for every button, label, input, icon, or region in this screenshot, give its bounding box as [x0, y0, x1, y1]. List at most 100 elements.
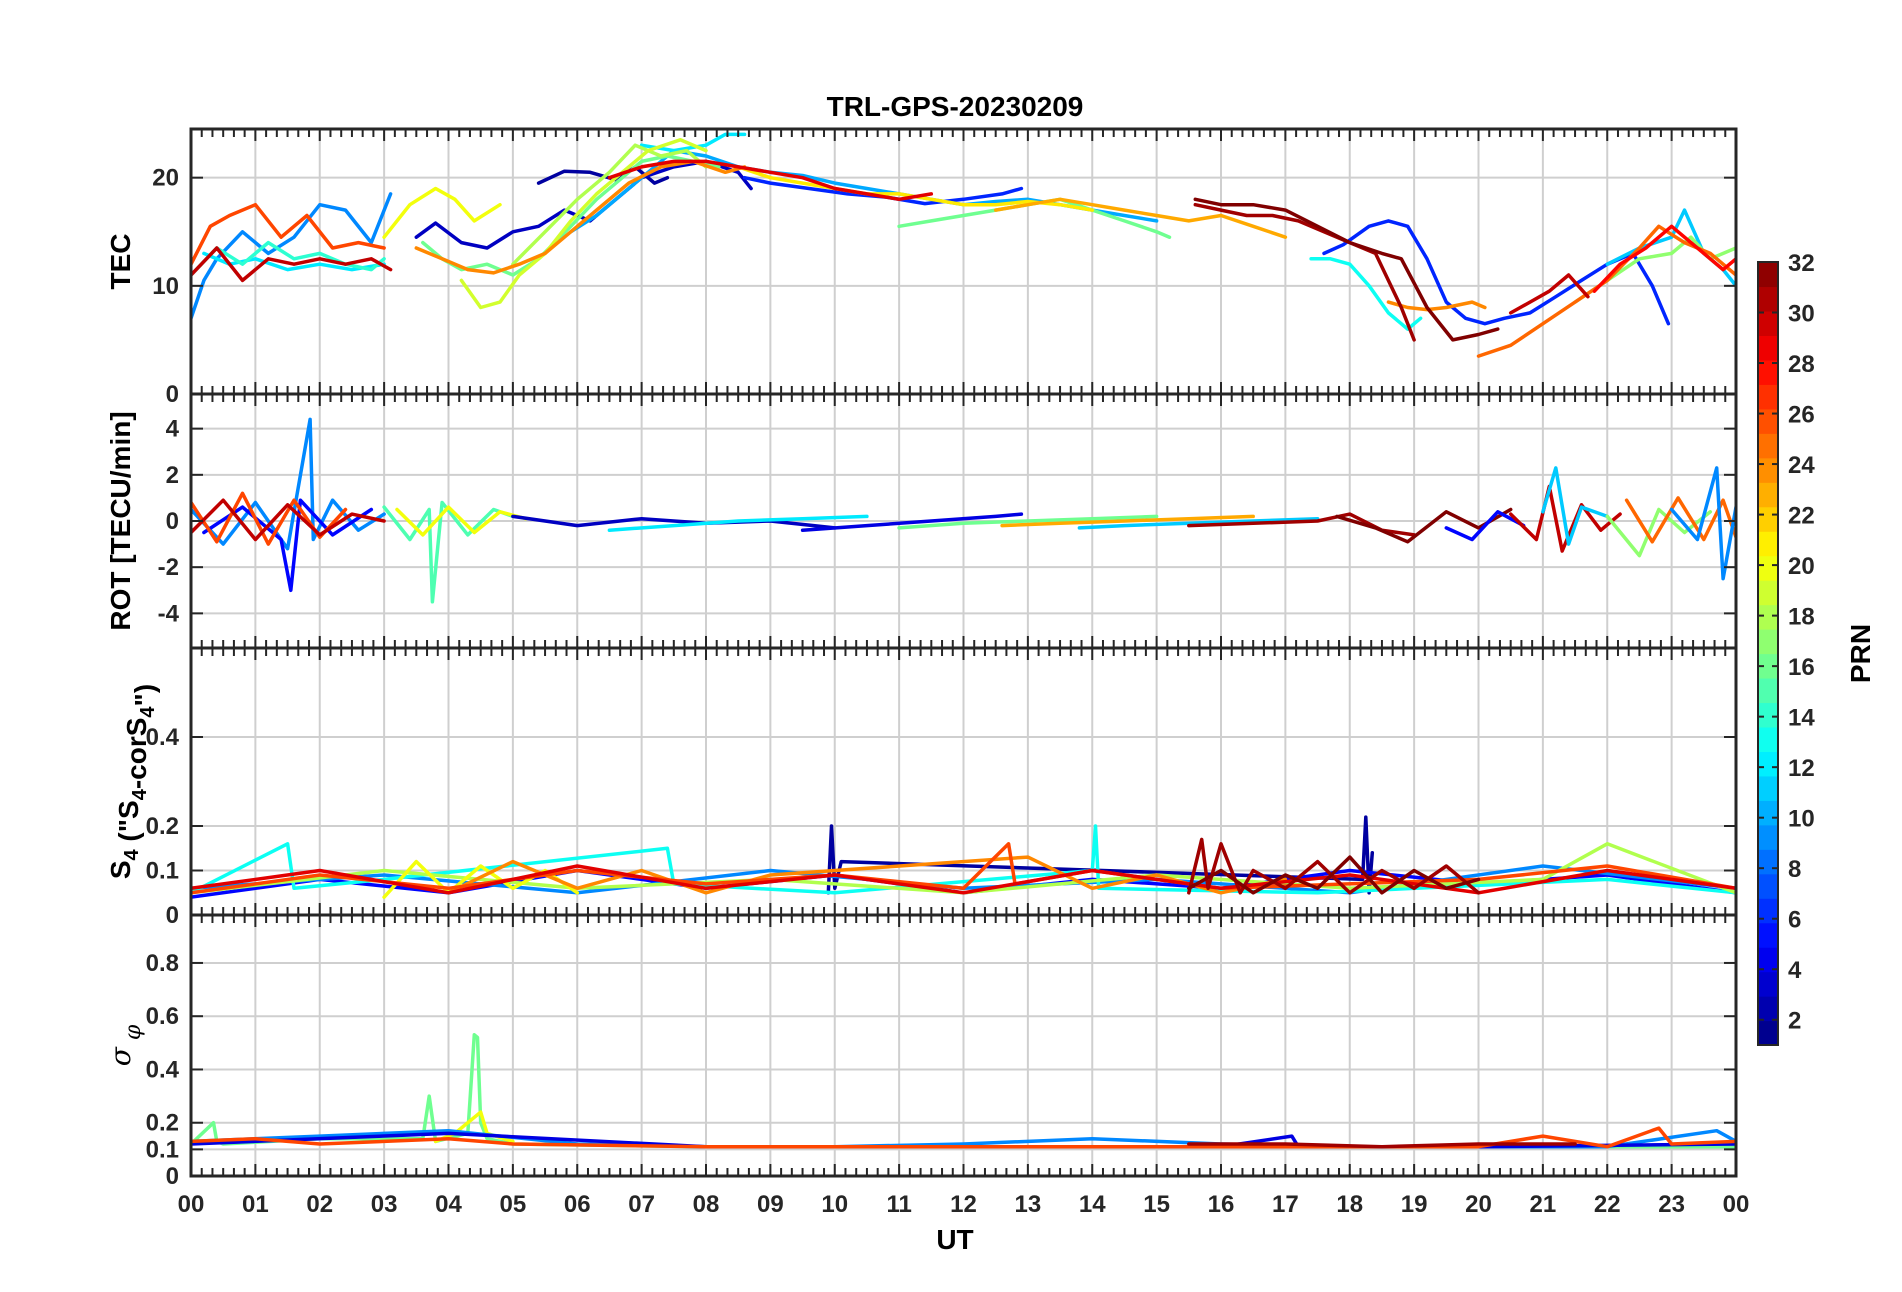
ticks-tec — [190, 129, 1737, 395]
series-line-tec-prn9 — [191, 192, 393, 321]
series-line-sigma-prn31 — [1187, 1142, 1577, 1149]
series-line-tec-prn20 — [382, 186, 502, 239]
colorbar-segment — [1758, 873, 1778, 899]
y-axis-label-s4: S4 ("S4-corS4") — [105, 684, 160, 879]
x-tick-label: 14 — [1079, 1191, 1106, 1218]
series-line-rot-prn11 — [1077, 516, 1320, 530]
series-line-s4-prn18 — [191, 842, 1736, 895]
colorbar-segment — [1758, 384, 1778, 410]
series-line-rot-prn12 — [607, 514, 869, 532]
series-line-rot-prn5 — [202, 498, 374, 593]
colorbar-frame — [1757, 261, 1779, 1046]
colorbar-segment — [1758, 726, 1778, 752]
series-line-rot-prn9 — [1669, 466, 1736, 581]
colorbar-tick-label: 26 — [1788, 402, 1815, 429]
x-tick-label: 07 — [628, 1191, 655, 1218]
y-axis-label-sigma: σ φ — [104, 1024, 146, 1066]
series-line-s4-prn31 — [1187, 837, 1481, 895]
colorbar-tick-label: 12 — [1788, 755, 1815, 782]
x-tick-label: 08 — [693, 1191, 720, 1218]
y-tick-label: 10 — [152, 273, 179, 300]
colorbar-tick-label: 16 — [1788, 654, 1815, 681]
series-line-rot-prn30 — [191, 498, 386, 542]
x-tick-label: 15 — [1143, 1191, 1170, 1218]
colorbar-segment — [1758, 677, 1778, 704]
series-line-tec-prn30 — [1508, 273, 1590, 315]
x-tick-label: 02 — [306, 1191, 333, 1218]
y-tick-label: 0.4 — [146, 724, 180, 751]
y-tick-label: 0.2 — [146, 813, 179, 840]
panel-s4: 0 0.1 0.2 0.4S4 ("S4-corS4") — [105, 646, 1738, 929]
y-tick-label: 0 — [166, 1163, 179, 1190]
colorbar-segment — [1758, 971, 1778, 997]
x-tick-label: 18 — [1336, 1191, 1363, 1218]
series-line-tec-prn30 — [191, 246, 393, 283]
series-line-rot-prn31 — [1187, 512, 1416, 537]
ticks-sigma — [190, 915, 1737, 1177]
colorbar-segment — [1758, 947, 1778, 973]
series-line-rot-prn17 — [1605, 507, 1713, 558]
series-line-tec-prn24 — [1386, 300, 1487, 312]
x-tick-label: 01 — [242, 1191, 269, 1218]
colorbar-segment — [1758, 1020, 1778, 1046]
colorbar-tick-label: 18 — [1788, 604, 1815, 631]
x-tick-label: 20 — [1465, 1191, 1492, 1218]
series-line-tec-prn32 — [1193, 197, 1500, 342]
colorbar-segment — [1758, 457, 1778, 483]
colorbar-tick-label: 32 — [1788, 250, 1815, 277]
colorbar-segment — [1758, 751, 1778, 777]
series-line-rot-prn30 — [1508, 484, 1622, 553]
series-line-rot-prn3 — [511, 514, 837, 530]
series-group-sigma — [191, 1033, 1736, 1149]
colorbar-tick-label: 30 — [1788, 301, 1815, 328]
colorbar-segment — [1758, 996, 1778, 1022]
panel-rot: -4 -2 0 2 4 ROT [TECU/min] — [105, 392, 1738, 650]
colorbar-segment — [1758, 335, 1778, 361]
colorbar-segment — [1758, 408, 1778, 434]
colorbar-tick-label: 8 — [1788, 856, 1801, 883]
series-line-tec-prn23 — [993, 197, 1288, 239]
x-tick-label: 12 — [950, 1191, 977, 1218]
colorbar-segment — [1758, 849, 1778, 875]
x-tick-label: 09 — [757, 1191, 784, 1218]
series-line-rot-prn26 — [191, 491, 348, 546]
series-line-rot-prn5 — [1444, 510, 1526, 542]
colorbar-segment — [1758, 580, 1778, 606]
y-tick-label: 0.4 — [146, 1056, 180, 1083]
y-tick-label: 0.2 — [146, 1110, 179, 1137]
series-line-rot-prn16 — [897, 514, 1159, 530]
x-tick-label: 05 — [500, 1191, 527, 1218]
x-tick-label: 16 — [1208, 1191, 1235, 1218]
colorbar-segment — [1758, 433, 1778, 459]
x-tick-label: 11 — [886, 1191, 911, 1218]
series-line-s4-prn32 — [1187, 855, 1481, 895]
y-tick-label: 0 — [166, 902, 179, 929]
panel-tec: 0 10 20 TEC — [105, 127, 1738, 408]
x-tick-label: 21 — [1530, 1191, 1557, 1218]
x-tick-label: 06 — [564, 1191, 591, 1218]
series-line-tec-prn29 — [607, 159, 934, 202]
x-tick-label: 00 — [1723, 1191, 1750, 1218]
series-line-tec-prn14 — [191, 240, 386, 277]
y-tick-label: 0.1 — [146, 1136, 179, 1163]
colorbar-segment — [1758, 310, 1778, 337]
colorbar-segment — [1758, 506, 1778, 532]
colorbar-segment — [1758, 824, 1778, 850]
colorbar-tick-label: 2 — [1788, 1008, 1801, 1035]
colorbar-segment — [1758, 482, 1778, 508]
series-line-rot-prn11 — [1541, 466, 1610, 546]
series-line-rot-prn15 — [382, 500, 515, 604]
colorbar-segment — [1758, 898, 1778, 924]
series-line-tec-prn13 — [1309, 257, 1423, 331]
ticks-rot — [190, 394, 1737, 648]
colorbar-segment — [1758, 286, 1778, 312]
x-tick-label: 19 — [1401, 1191, 1428, 1218]
colorbar-segment — [1758, 604, 1778, 630]
colorbar-tick-label: 4 — [1788, 957, 1802, 984]
y-tick-label: -2 — [158, 554, 179, 581]
series-line-rot-prn25 — [1624, 496, 1736, 544]
y-tick-label: 0 — [166, 508, 179, 535]
y-tick-label: 0.1 — [146, 858, 179, 885]
